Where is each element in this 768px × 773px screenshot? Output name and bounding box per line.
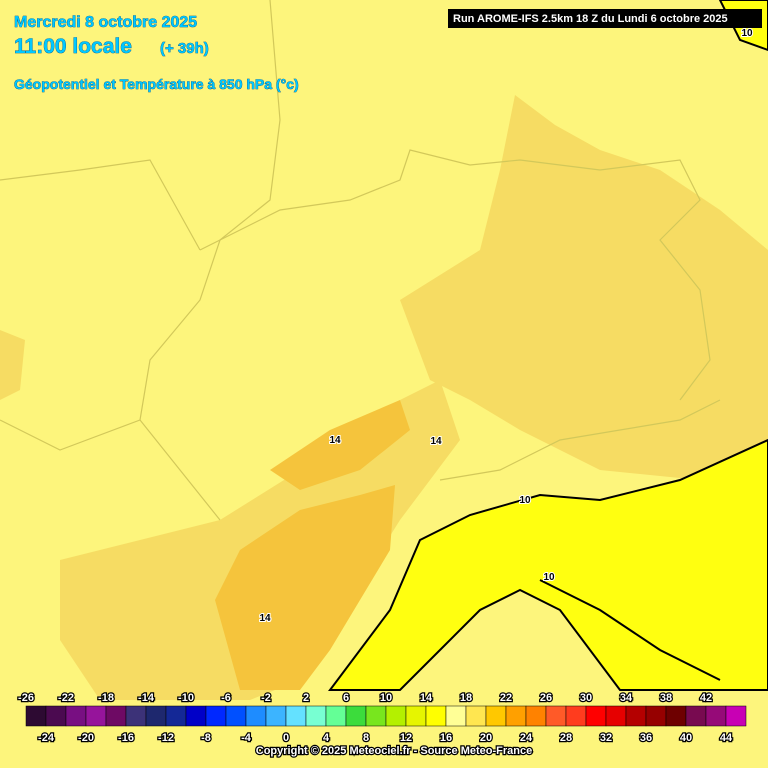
scale-label: -16 bbox=[118, 732, 134, 744]
contour-label: 10 bbox=[519, 495, 531, 506]
run-box bbox=[448, 9, 762, 28]
scale-label: -6 bbox=[221, 692, 231, 704]
field: Géopotentiel et Température à 850 hPa (°… bbox=[14, 76, 299, 92]
color-scale: -26 -22 -18 -14 -10 -6 -2 2 6 10 14 18 22 26 30 34 38 42-… bbox=[17, 691, 747, 745]
scale-label: 4 bbox=[323, 732, 330, 744]
scale-box bbox=[85, 705, 107, 727]
scale-box bbox=[245, 705, 267, 727]
scale-label: 6 bbox=[343, 692, 349, 704]
contour-label: 10 bbox=[741, 28, 753, 39]
scale-box bbox=[105, 705, 127, 727]
scale-box bbox=[365, 705, 387, 727]
scale-box bbox=[405, 705, 427, 727]
scale-label: -10 bbox=[178, 692, 194, 704]
scale-box bbox=[625, 705, 647, 727]
scale-box bbox=[25, 705, 47, 727]
scale-box bbox=[185, 705, 207, 727]
scale-label: -12 bbox=[158, 732, 174, 744]
scale-box bbox=[525, 705, 547, 727]
scale-box bbox=[645, 705, 667, 727]
scale-box bbox=[145, 705, 167, 727]
scale-box bbox=[705, 705, 727, 727]
border bbox=[139, 0, 281, 521]
cool-zone bbox=[328, 438, 768, 691]
scale-box bbox=[125, 705, 147, 727]
warm-core bbox=[215, 400, 410, 690]
scale-label: 10 bbox=[380, 692, 392, 704]
scale-box bbox=[305, 705, 327, 727]
scale-label: 18 bbox=[460, 692, 472, 704]
lead-time: (+ 39h) bbox=[160, 40, 209, 57]
scale-label: 14 bbox=[420, 692, 433, 704]
scale-box bbox=[445, 705, 467, 727]
scale-label: -14 bbox=[138, 692, 155, 704]
date: Mercredi 8 octobre 2025 bbox=[14, 14, 197, 31]
scale-label: -18 bbox=[98, 692, 114, 704]
scale-box bbox=[385, 705, 407, 727]
scale-label: 24 bbox=[520, 732, 533, 744]
scale-label: 22 bbox=[500, 692, 512, 704]
scale-label: 8 bbox=[363, 732, 369, 744]
scale-label: 2 bbox=[303, 692, 309, 704]
scale-label: -22 bbox=[58, 692, 74, 704]
scale-label: 28 bbox=[560, 732, 572, 744]
scale-label: 34 bbox=[620, 692, 633, 704]
scale-label: 42 bbox=[700, 692, 712, 704]
scale-box bbox=[485, 705, 507, 727]
border bbox=[0, 159, 201, 451]
scale-box bbox=[285, 705, 307, 727]
scale-box bbox=[665, 705, 687, 727]
warm-zone bbox=[0, 330, 25, 400]
scale-label: 0 bbox=[283, 732, 289, 744]
scale-label: 44 bbox=[720, 732, 733, 744]
scale-label: -20 bbox=[78, 732, 94, 744]
scale-box bbox=[605, 705, 627, 727]
scale-box bbox=[545, 705, 567, 727]
contour-label: 14 bbox=[259, 613, 271, 624]
scale-label: 36 bbox=[640, 732, 652, 744]
border bbox=[199, 149, 711, 401]
scale-label: 12 bbox=[400, 732, 412, 744]
warm-zone bbox=[400, 95, 768, 480]
run-info: Run AROME-IFS 2.5km 18 Z du Lundi 6 octo… bbox=[453, 13, 728, 25]
contour-label: 14 bbox=[329, 435, 341, 446]
scale-box bbox=[585, 705, 607, 727]
scale-box bbox=[225, 705, 247, 727]
scale-label: 20 bbox=[480, 732, 492, 744]
time: 11:00 locale bbox=[14, 35, 132, 58]
contour-label: 10 bbox=[543, 572, 555, 583]
scale-box bbox=[725, 705, 747, 727]
scale-box bbox=[425, 705, 447, 727]
border bbox=[439, 399, 721, 481]
coast bbox=[539, 579, 721, 681]
copyright: Copyright © 2025 Meteociel.fr - Source M… bbox=[256, 745, 532, 757]
scale-box bbox=[565, 705, 587, 727]
scale-label: 32 bbox=[600, 732, 612, 744]
scale-box bbox=[325, 705, 347, 727]
scale-box bbox=[685, 705, 707, 727]
scale-label: -24 bbox=[38, 732, 55, 744]
scale-label: -26 bbox=[18, 692, 34, 704]
scale-label: -2 bbox=[261, 692, 271, 704]
scale-box bbox=[45, 705, 67, 727]
scale-label: 40 bbox=[680, 732, 692, 744]
scale-box bbox=[65, 705, 87, 727]
scale-box bbox=[265, 705, 287, 727]
contour-label: 14 bbox=[430, 436, 442, 447]
scale-label: -4 bbox=[241, 732, 252, 744]
scale-label: 26 bbox=[540, 692, 552, 704]
scale-box bbox=[465, 705, 487, 727]
scale-box bbox=[505, 705, 527, 727]
scale-box bbox=[205, 705, 227, 727]
scale-label: -8 bbox=[201, 732, 211, 744]
scale-label: 16 bbox=[440, 732, 452, 744]
scale-label: 30 bbox=[580, 692, 592, 704]
scale-box bbox=[345, 705, 367, 727]
scale-label: 38 bbox=[660, 692, 672, 704]
scale-box bbox=[165, 705, 187, 727]
